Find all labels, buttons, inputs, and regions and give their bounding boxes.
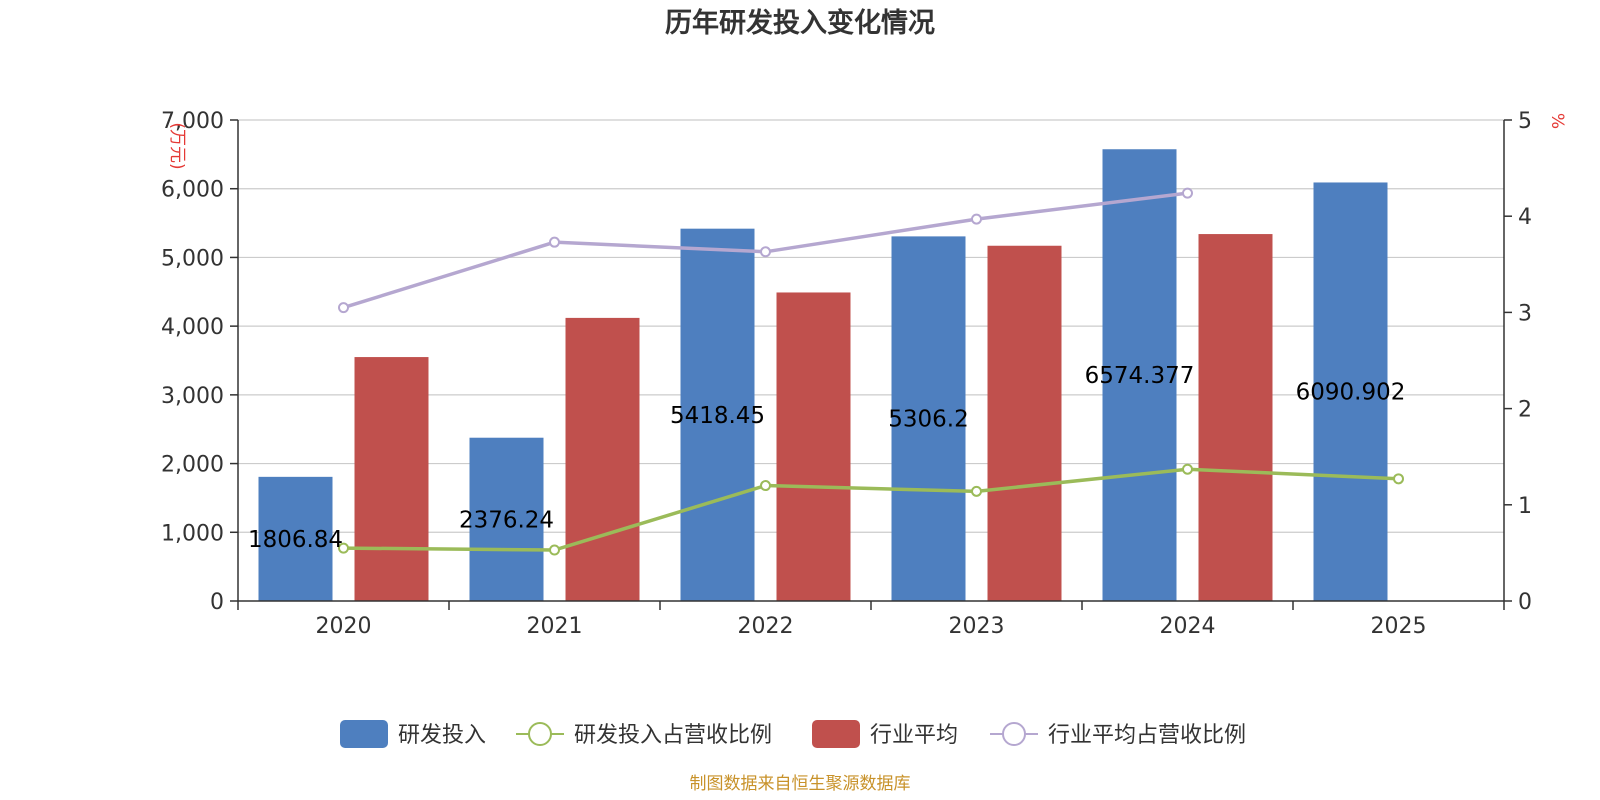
line-point bbox=[971, 213, 982, 225]
bar-rd-2022 bbox=[680, 228, 755, 601]
x-tick-label: 2024 bbox=[1160, 614, 1216, 639]
right-tick-label: 5 bbox=[1518, 109, 1532, 134]
left-tick-label: 6,000 bbox=[161, 178, 224, 203]
right-tick-label: 3 bbox=[1518, 301, 1532, 326]
left-tick-label: 0 bbox=[210, 590, 224, 615]
left-tick-label: 7,000 bbox=[161, 109, 224, 134]
left-tick-label: 2,000 bbox=[161, 453, 224, 478]
bar-value-label: 6090.902 bbox=[1296, 380, 1406, 406]
line-point bbox=[549, 236, 560, 248]
x-tick-label: 2023 bbox=[949, 614, 1005, 639]
bar-value-label: 1806.84 bbox=[248, 527, 343, 553]
bar-industry-2024 bbox=[1198, 234, 1273, 601]
bar-rd-2023 bbox=[891, 236, 966, 602]
bar-value-label: 2376.24 bbox=[459, 507, 554, 533]
bar-value-label: 5418.45 bbox=[670, 403, 765, 429]
line-point bbox=[760, 246, 771, 258]
bar-rd-2021 bbox=[469, 437, 544, 601]
right-tick-label: 4 bbox=[1518, 205, 1532, 230]
line-point bbox=[1393, 473, 1404, 485]
legend-label: 研发投入 bbox=[398, 723, 486, 748]
legend-label: 研发投入占营收比例 bbox=[574, 723, 772, 748]
data-labels: 1806.84 2376.24 5418.45 5306.2 6574.377 6090.… bbox=[248, 363, 1405, 553]
bar-industry-2023 bbox=[987, 245, 1062, 602]
legend-label: 行业平均 bbox=[870, 723, 958, 748]
legend-marker bbox=[1002, 722, 1026, 746]
bar-rd-2020 bbox=[258, 476, 333, 601]
x-tick-label: 2021 bbox=[527, 614, 583, 639]
legend-label: 行业平均占营收比例 bbox=[1048, 723, 1246, 748]
bars bbox=[258, 149, 1388, 602]
chart-title: 历年研发投入变化情况 bbox=[665, 7, 935, 39]
bar-rd-2024 bbox=[1102, 149, 1177, 601]
line-point bbox=[549, 544, 560, 556]
line-point bbox=[338, 542, 349, 554]
bar-industry-2021 bbox=[565, 317, 640, 601]
lines bbox=[338, 187, 1404, 556]
right-tick-label: 2 bbox=[1518, 398, 1532, 423]
right-tick-label: 1 bbox=[1518, 494, 1532, 519]
bar-value-label: 5306.2 bbox=[888, 407, 968, 433]
legend-swatch bbox=[812, 720, 860, 748]
right-axis-unit: % bbox=[1547, 113, 1567, 129]
x-tick-label: 2025 bbox=[1371, 614, 1427, 639]
line-series-1 bbox=[343, 467, 1399, 552]
line-point bbox=[1182, 187, 1193, 199]
left-axis-unit: (万元) bbox=[167, 122, 187, 169]
legend-swatch bbox=[340, 720, 388, 748]
bar-industry-2022 bbox=[776, 292, 851, 601]
left-tick-label: 3,000 bbox=[161, 384, 224, 409]
line-point bbox=[760, 480, 771, 492]
bar-rd-2025 bbox=[1313, 182, 1388, 601]
right-tick-label: 0 bbox=[1518, 590, 1532, 615]
left-tick-label: 1,000 bbox=[161, 521, 224, 546]
legend: 研发投入 研发投入占营收比例 行业平均 行业平均占营收比例 bbox=[340, 720, 1246, 748]
x-tick-label: 2020 bbox=[316, 614, 372, 639]
axes: 01,0002,0003,0004,0005,0006,0007,0000123… bbox=[161, 109, 1532, 639]
line-point bbox=[1182, 463, 1193, 475]
legend-marker bbox=[528, 722, 552, 746]
left-tick-label: 5,000 bbox=[161, 246, 224, 271]
line-point bbox=[971, 485, 982, 497]
source-note: 制图数据来自恒生聚源数据库 bbox=[690, 774, 911, 794]
left-tick-label: 4,000 bbox=[161, 315, 224, 340]
grid bbox=[238, 119, 1504, 533]
line-point bbox=[338, 302, 349, 314]
bar-value-label: 6574.377 bbox=[1085, 363, 1195, 389]
bar-industry-2020 bbox=[354, 357, 429, 601]
x-tick-label: 2022 bbox=[738, 614, 794, 639]
